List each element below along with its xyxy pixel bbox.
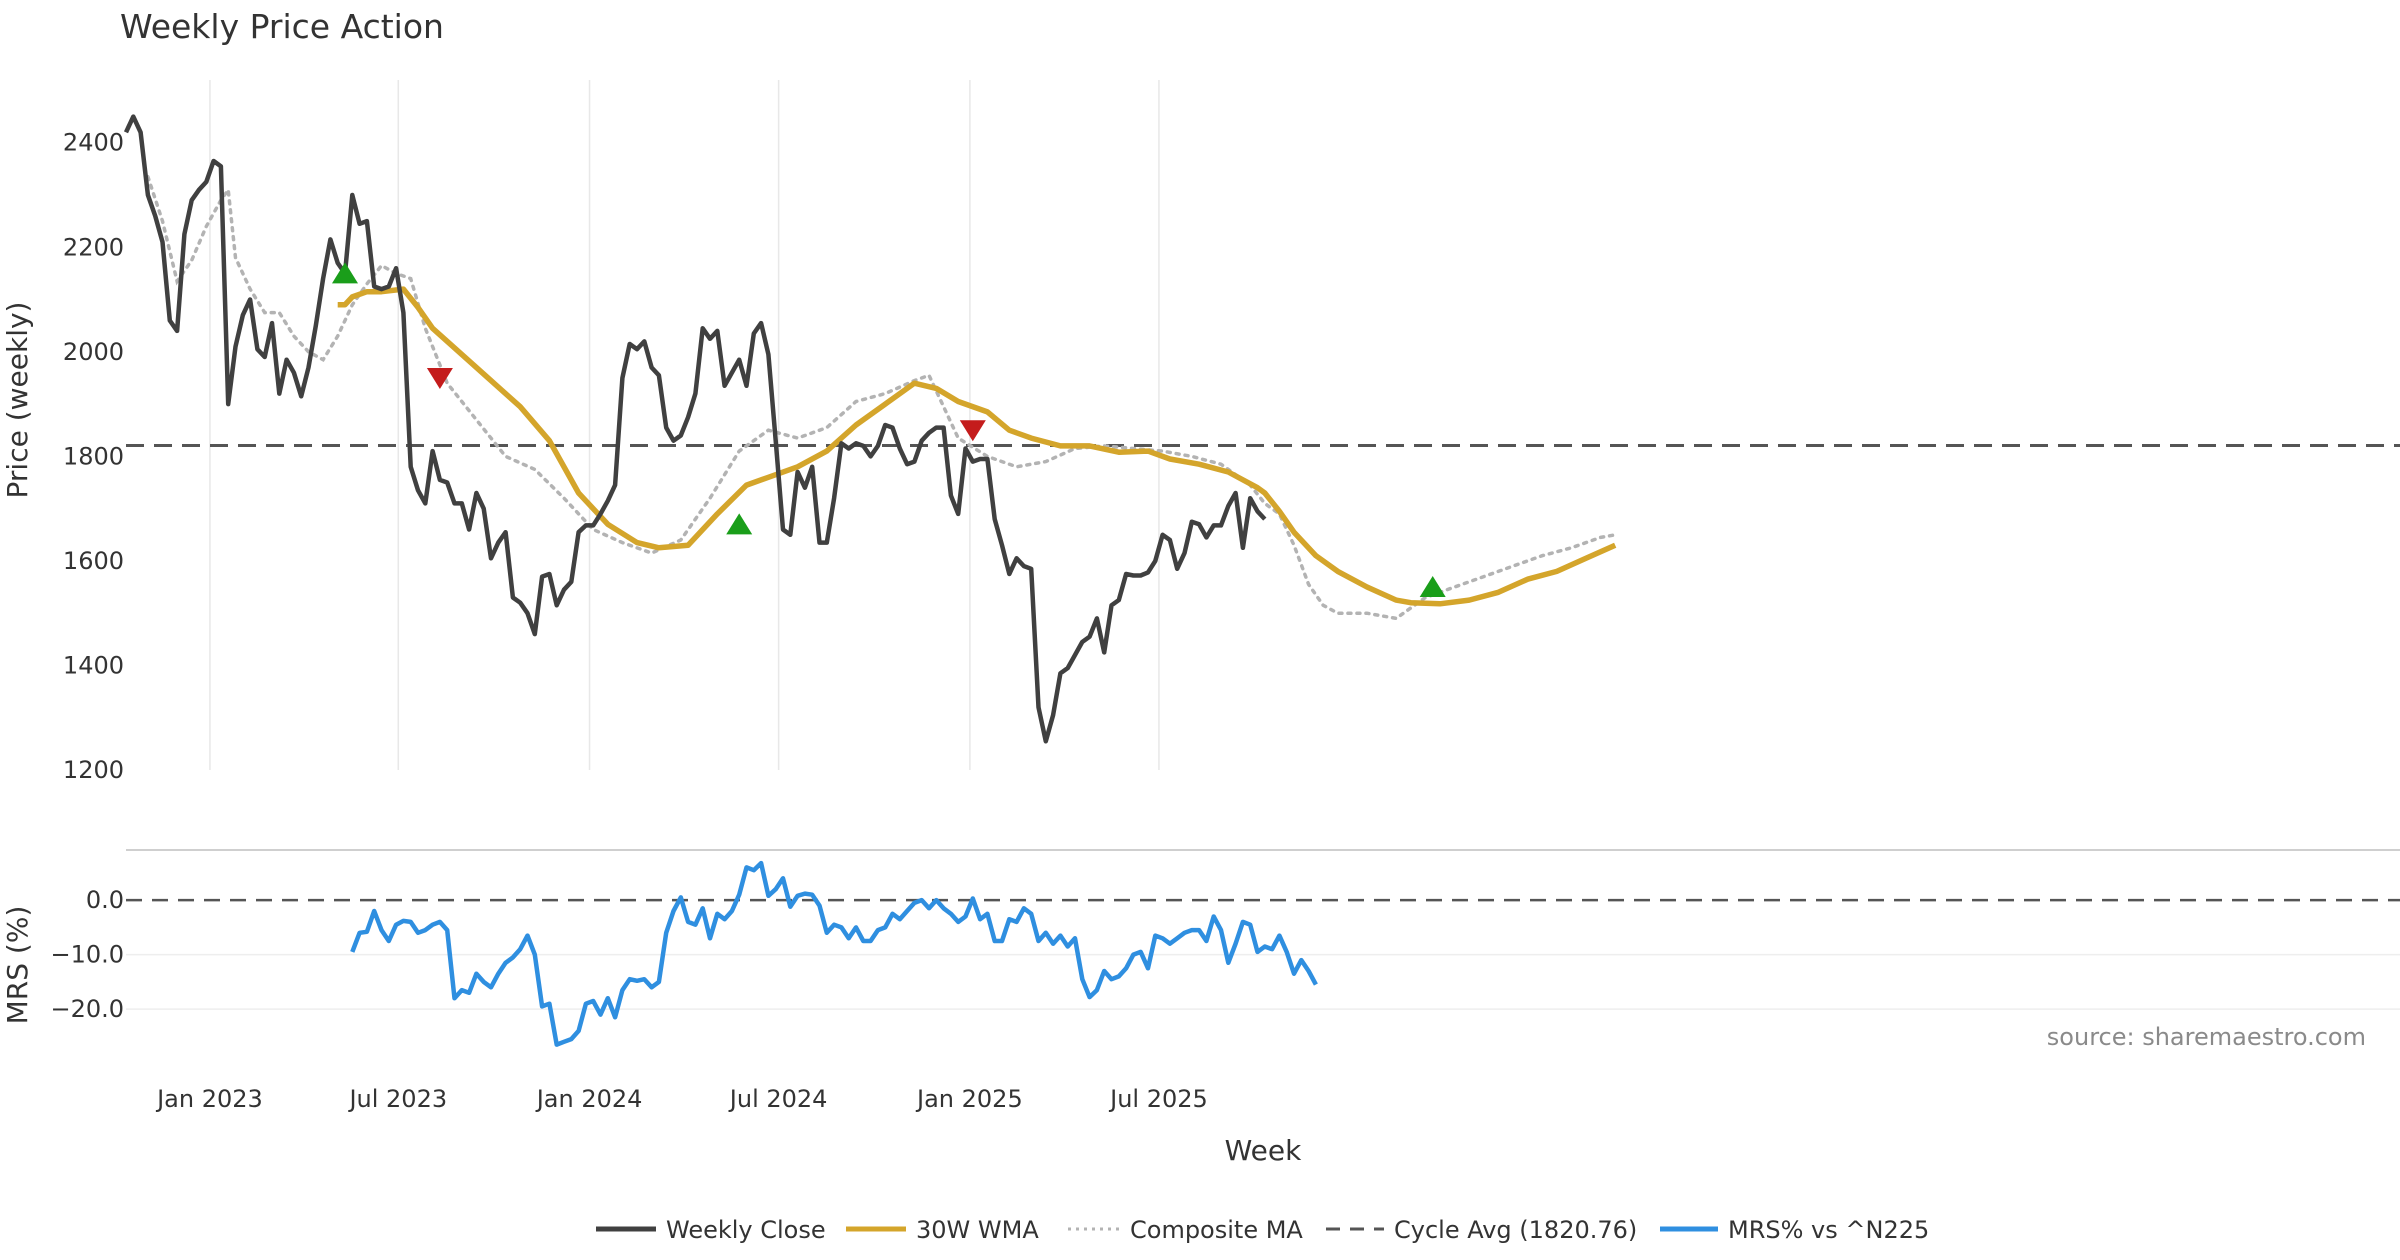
x-axis-label: Week	[1225, 1134, 1302, 1167]
buy-signal-marker	[1419, 576, 1446, 598]
x-tick-label: Jan 2024	[535, 1085, 643, 1113]
mrs-series	[350, 860, 1318, 1047]
legend-mrs-label: MRS% vs ^N225	[1728, 1216, 1929, 1244]
composite-ma-series	[146, 174, 1617, 621]
mrs-panel: −20.0 −10.0 0.0 MRS (%) source: sharemaest…	[1, 860, 2400, 1051]
x-tick-label: Jul 2024	[728, 1085, 828, 1113]
price-y-tick-label: 1400	[63, 651, 124, 679]
x-tick-label: Jul 2023	[347, 1085, 447, 1113]
legend: Weekly Close 30W WMA Composite MA Cycle …	[596, 1216, 1929, 1244]
x-tick-label: Jul 2025	[1108, 1085, 1208, 1113]
mrs-y-tick-label: 0.0	[86, 886, 124, 914]
price-y-ticks: 1200 1400 1600 1800 2000 2200 2400	[63, 129, 124, 784]
price-panel: 1200 1400 1600 1800 2000 2200 2400 Price (week…	[1, 114, 2400, 784]
x-tick-label: Jan 2023	[155, 1085, 263, 1113]
price-y-tick-label: 1800	[63, 442, 124, 470]
price-y-tick-label: 2200	[63, 233, 124, 261]
mrs-y-ticks: −20.0 −10.0 0.0	[50, 886, 2400, 1023]
x-axis-ticks: Jan 2023 Jul 2023 Jan 2024 Jul 2024 Jan 2025…	[155, 1085, 1208, 1113]
price-y-tick-label: 1200	[63, 756, 124, 784]
price-y-tick-label: 1600	[63, 547, 124, 575]
wma-30w-series	[337, 286, 1617, 607]
price-y-axis-label: Price (weekly)	[1, 302, 34, 499]
buy-signal-marker	[332, 262, 358, 284]
legend-close-label: Weekly Close	[666, 1216, 826, 1244]
legend-cycle-label: Cycle Avg (1820.76)	[1394, 1216, 1637, 1244]
sell-signal-marker	[959, 420, 986, 442]
buy-signal-marker	[726, 513, 753, 535]
legend-composite-label: Composite MA	[1130, 1216, 1303, 1244]
mrs-y-tick-label: −20.0	[50, 995, 124, 1023]
price-y-tick-label: 2000	[63, 338, 124, 366]
mrs-y-axis-label: MRS (%)	[1, 906, 34, 1025]
x-tick-label: Jan 2025	[915, 1085, 1023, 1113]
mrs-y-tick-label: −10.0	[50, 941, 124, 969]
price-y-tick-label: 2400	[63, 129, 124, 157]
chart-title: Weekly Price Action	[120, 7, 444, 46]
signal-markers	[332, 262, 1446, 598]
source-note: source: sharemaestro.com	[2047, 1023, 2366, 1051]
weekly-close-series	[123, 114, 1267, 744]
sell-signal-marker	[426, 367, 453, 389]
legend-wma-label: 30W WMA	[916, 1216, 1039, 1244]
